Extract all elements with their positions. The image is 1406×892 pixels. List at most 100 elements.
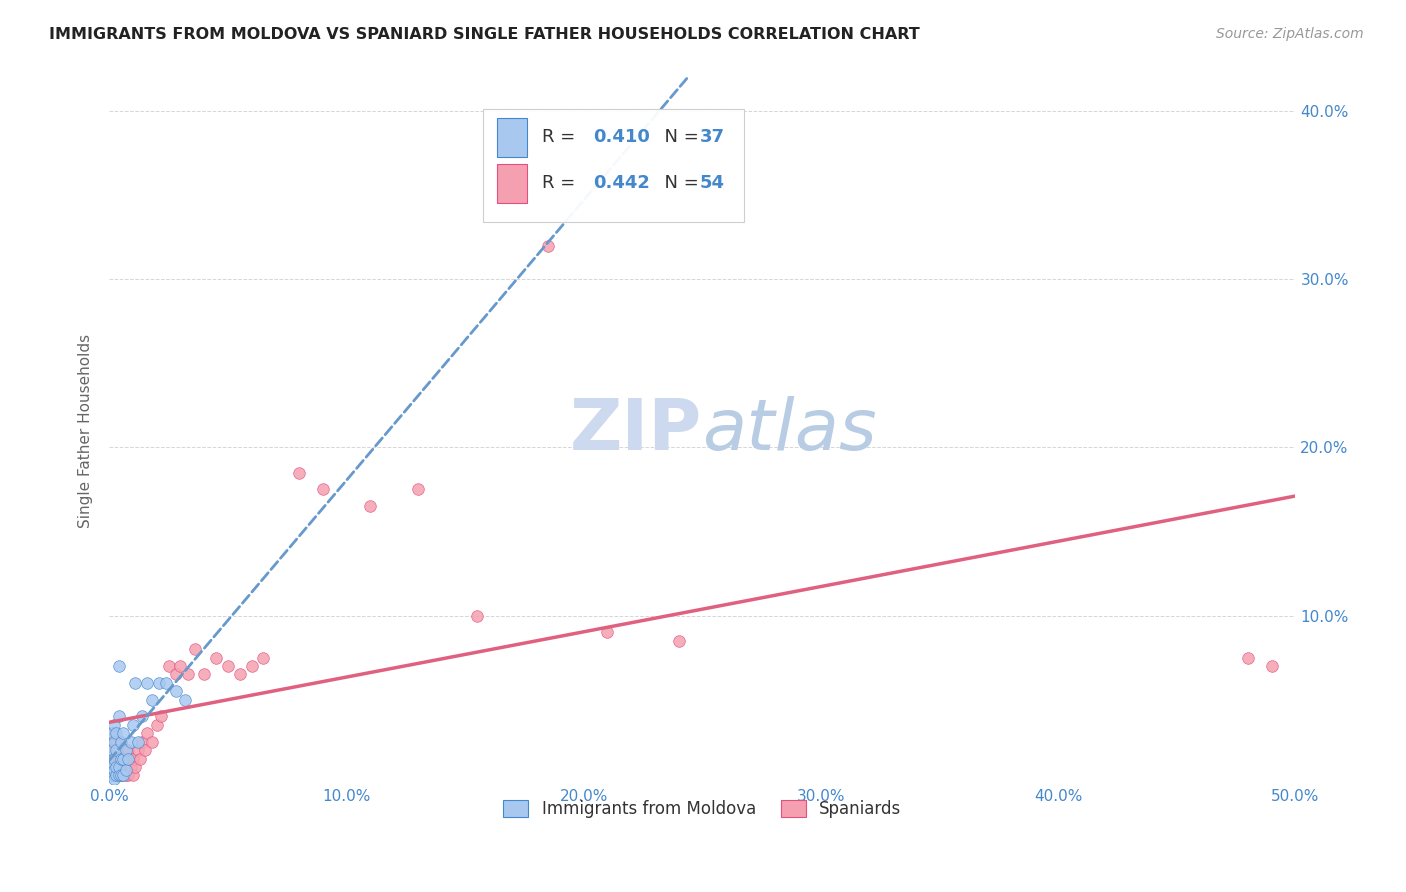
FancyBboxPatch shape	[482, 109, 744, 222]
Point	[107, 760, 129, 774]
Text: R =: R =	[543, 128, 581, 146]
Point	[107, 768, 129, 782]
Point	[127, 743, 149, 757]
Point	[406, 483, 429, 497]
Y-axis label: Single Father Households: Single Father Households	[79, 334, 93, 528]
Point	[112, 768, 135, 782]
Point	[100, 734, 122, 748]
Point	[112, 743, 135, 757]
Point	[131, 709, 153, 723]
Point	[176, 667, 198, 681]
Point	[312, 483, 335, 497]
Point	[105, 743, 128, 757]
Point	[110, 751, 132, 765]
Point	[103, 764, 125, 778]
Point	[103, 768, 125, 782]
Text: 0.442: 0.442	[593, 174, 650, 193]
Point	[105, 768, 128, 782]
Point	[136, 676, 159, 690]
Text: Source: ZipAtlas.com: Source: ZipAtlas.com	[1216, 27, 1364, 41]
Point	[115, 768, 138, 782]
Text: ZIP: ZIP	[569, 396, 703, 465]
Point	[229, 667, 252, 681]
Point	[105, 760, 128, 774]
Text: 0.410: 0.410	[593, 128, 650, 146]
Point	[129, 751, 152, 765]
Point	[217, 659, 239, 673]
Point	[115, 743, 138, 757]
Point	[148, 676, 170, 690]
Text: atlas: atlas	[703, 396, 877, 465]
Point	[110, 768, 132, 782]
Point	[107, 659, 129, 673]
Point	[165, 684, 187, 698]
Point	[100, 743, 122, 757]
Point	[110, 751, 132, 765]
Point	[105, 734, 128, 748]
Point	[110, 734, 132, 748]
Point	[134, 743, 156, 757]
Point	[145, 718, 167, 732]
Point	[110, 768, 132, 782]
Point	[120, 734, 142, 748]
Point	[100, 760, 122, 774]
Point	[103, 772, 125, 786]
Point	[120, 760, 142, 774]
Point	[252, 650, 274, 665]
Point	[122, 751, 145, 765]
Point	[103, 751, 125, 765]
Point	[107, 751, 129, 765]
Legend: Immigrants from Moldova, Spaniards: Immigrants from Moldova, Spaniards	[496, 793, 908, 825]
Point	[103, 726, 125, 740]
Point	[107, 709, 129, 723]
Point	[103, 734, 125, 748]
Point	[124, 676, 146, 690]
Point	[193, 667, 215, 681]
Point	[150, 709, 173, 723]
Point	[596, 625, 619, 640]
Text: IMMIGRANTS FROM MOLDOVA VS SPANIARD SINGLE FATHER HOUSEHOLDS CORRELATION CHART: IMMIGRANTS FROM MOLDOVA VS SPANIARD SING…	[49, 27, 920, 42]
Point	[1261, 659, 1284, 673]
Text: 54: 54	[700, 174, 725, 193]
Point	[107, 768, 129, 782]
Point	[359, 500, 381, 514]
Point	[103, 760, 125, 774]
Bar	[498, 164, 527, 202]
Point	[105, 726, 128, 740]
Point	[117, 768, 139, 782]
Point	[112, 726, 135, 740]
Point	[105, 751, 128, 765]
Point	[136, 726, 159, 740]
Point	[117, 743, 139, 757]
Point	[110, 734, 132, 748]
Bar	[498, 118, 527, 157]
Point	[205, 650, 228, 665]
Point	[141, 692, 163, 706]
Point	[117, 751, 139, 765]
Point	[131, 734, 153, 748]
Point	[122, 768, 145, 782]
Text: N =: N =	[652, 128, 704, 146]
Text: N =: N =	[652, 174, 704, 193]
Point	[122, 718, 145, 732]
Point	[183, 642, 205, 657]
Point	[103, 718, 125, 732]
Point	[155, 676, 177, 690]
Point	[115, 751, 138, 765]
Point	[105, 768, 128, 782]
Point	[100, 768, 122, 782]
Point	[141, 734, 163, 748]
Point	[100, 751, 122, 765]
Point	[115, 764, 138, 778]
Point	[240, 659, 263, 673]
Point	[288, 466, 311, 480]
Point	[112, 768, 135, 782]
Point	[1237, 650, 1260, 665]
Text: 37: 37	[700, 128, 725, 146]
Point	[174, 692, 197, 706]
Point	[465, 608, 488, 623]
Point	[100, 726, 122, 740]
Point	[157, 659, 180, 673]
Point	[169, 659, 191, 673]
Point	[537, 238, 560, 252]
